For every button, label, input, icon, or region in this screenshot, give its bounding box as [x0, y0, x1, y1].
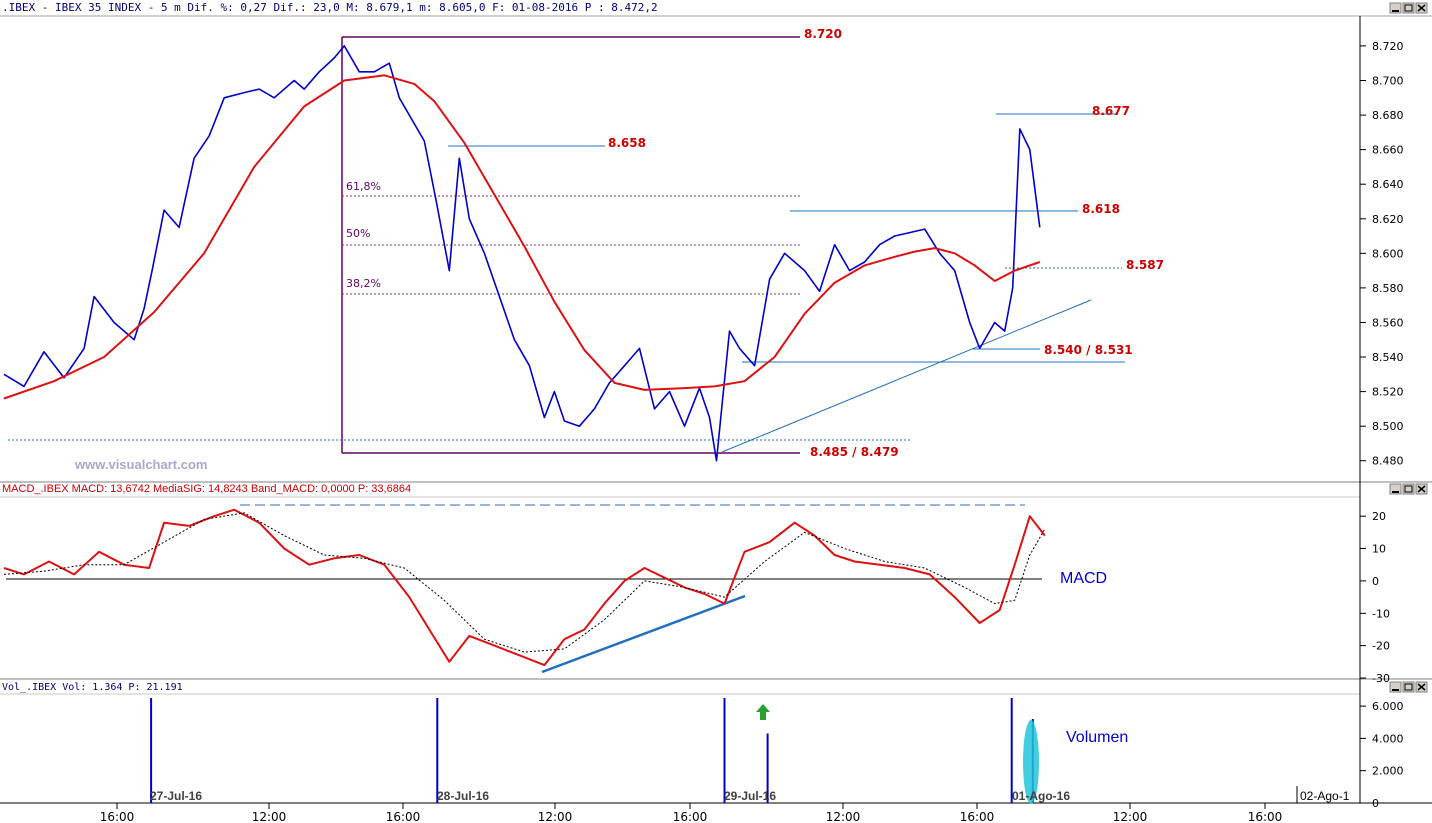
time-axis: 16:00 12:00 16:00 12:00 16:00 12:00 16:00 12:00… — [100, 803, 1283, 823]
macd-annotations: MACD — [6, 504, 1107, 674]
restore-icon[interactable] — [1402, 681, 1415, 693]
label-8658: 8.658 — [608, 136, 646, 150]
x-tick-label: 16:00 — [1248, 810, 1283, 823]
volume-window-buttons — [1389, 681, 1428, 693]
fib-618-label: 61,8% — [346, 180, 381, 193]
macd-signal-line — [3, 512, 1046, 653]
y-tick-label: 8.720 — [1372, 40, 1404, 53]
x-tick-label: 12:00 — [252, 810, 287, 823]
price-trend-line — [721, 299, 1092, 453]
volume-bar — [1010, 698, 1013, 803]
price-annotations: 61,8% 50% 38,2% 8.720 8.658 8.677 8.618 … — [8, 27, 1164, 459]
x-tick-label: 16:00 — [100, 810, 135, 823]
y-tick-label: 20 — [1372, 510, 1386, 523]
minimize-icon[interactable] — [1389, 2, 1402, 14]
x-tick-label: 12:00 — [1113, 810, 1148, 823]
volume-header: Vol_.IBEX Vol: 1.364 P: 21.191 — [2, 682, 183, 693]
y-tick-label: -10 — [1372, 607, 1390, 620]
label-8587: 8.587 — [1126, 258, 1164, 272]
volume-bar — [766, 733, 769, 803]
y-tick-label: 2.000 — [1372, 765, 1404, 778]
macd-label: MACD — [1060, 570, 1107, 587]
y-tick-label: 8.520 — [1372, 386, 1404, 399]
y-tick-label: 8.640 — [1372, 178, 1404, 191]
date-labels: 27-Jul-16 28-Jul-16 29-Jul-16 01-Ago-16 … — [150, 786, 1350, 803]
macd-header: MACD_.IBEX MACD: 13,6742 MediaSIG: 14,82… — [2, 483, 411, 495]
y-tick-label: 8.540 — [1372, 351, 1404, 364]
y-tick-label: -30 — [1372, 672, 1390, 685]
volume-highlight-ellipse — [1023, 720, 1039, 804]
volume-bar — [723, 698, 726, 803]
label-8540-8531: 8.540 / 8.531 — [1044, 343, 1133, 357]
price-line — [3, 45, 1041, 462]
label-8720: 8.720 — [804, 27, 842, 41]
volume-bar — [436, 698, 439, 803]
y-tick-label: 8.700 — [1372, 75, 1404, 88]
minimize-icon[interactable] — [1389, 483, 1402, 495]
fib-382-label: 38,2% — [346, 277, 381, 290]
close-icon[interactable] — [1415, 483, 1428, 495]
date-label: 01-Ago-16 — [1012, 789, 1070, 803]
panel-frames — [0, 15, 1432, 804]
y-tick-label: 4.000 — [1372, 732, 1404, 745]
date-label: 02-Ago-1 — [1300, 789, 1350, 803]
y-tick-label: 8.580 — [1372, 282, 1404, 295]
volume-label: Volumen — [1066, 729, 1128, 746]
y-axes: 8.720 8.700 8.680 8.660 8.640 8.620 8.600 8.580… — [1360, 40, 1404, 810]
y-tick-label: 8.660 — [1372, 144, 1404, 157]
volume-annotations: Volumen — [756, 704, 1128, 804]
macd-line — [3, 508, 1046, 667]
label-8485-8479: 8.485 / 8.479 — [810, 445, 899, 459]
restore-icon[interactable] — [1402, 2, 1415, 14]
date-label: 27-Jul-16 — [150, 789, 202, 803]
minimize-icon[interactable] — [1389, 681, 1402, 693]
price-series-layer — [3, 45, 1041, 462]
y-tick-label: 8.620 — [1372, 213, 1404, 226]
y-tick-label: 8.600 — [1372, 247, 1404, 260]
watermark: www.visualchart.com — [74, 457, 207, 472]
close-icon[interactable] — [1415, 681, 1428, 693]
volume-arrow-icon — [756, 704, 770, 720]
y-tick-label: 8.560 — [1372, 317, 1404, 330]
y-tick-label: -20 — [1372, 640, 1390, 653]
x-tick-label: 12:00 — [826, 810, 861, 823]
x-tick-label: 16:00 — [960, 810, 995, 823]
macd-window-buttons — [1389, 483, 1428, 495]
restore-icon[interactable] — [1402, 483, 1415, 495]
y-tick-label: 0 — [1372, 575, 1379, 588]
y-tick-label: 8.680 — [1372, 109, 1404, 122]
x-tick-label: 12:00 — [538, 810, 573, 823]
y-tick-label: 10 — [1372, 543, 1386, 556]
y-tick-label: 0 — [1372, 797, 1379, 810]
macd-series-layer — [3, 508, 1046, 667]
x-tick-label: 16:00 — [386, 810, 421, 823]
label-8677: 8.677 — [1092, 104, 1130, 118]
date-label: 28-Jul-16 — [437, 789, 489, 803]
close-icon[interactable] — [1415, 2, 1428, 14]
fib-50-label: 50% — [346, 227, 370, 240]
date-label: 29-Jul-16 — [724, 789, 776, 803]
price-window-buttons — [1389, 2, 1428, 14]
y-tick-label: 6.000 — [1372, 700, 1404, 713]
price-header: .IBEX - IBEX 35 INDEX - 5 m Dif. %: 0,27… — [2, 1, 658, 14]
label-8618: 8.618 — [1082, 202, 1120, 216]
y-tick-label: 8.500 — [1372, 420, 1404, 433]
y-tick-label: 8.480 — [1372, 455, 1404, 468]
volume-series-layer — [150, 698, 1034, 803]
volume-bar — [150, 698, 153, 803]
macd-divergence-trend-line — [541, 594, 746, 674]
x-tick-label: 16:00 — [673, 810, 708, 823]
moving-average-line — [3, 74, 1041, 400]
